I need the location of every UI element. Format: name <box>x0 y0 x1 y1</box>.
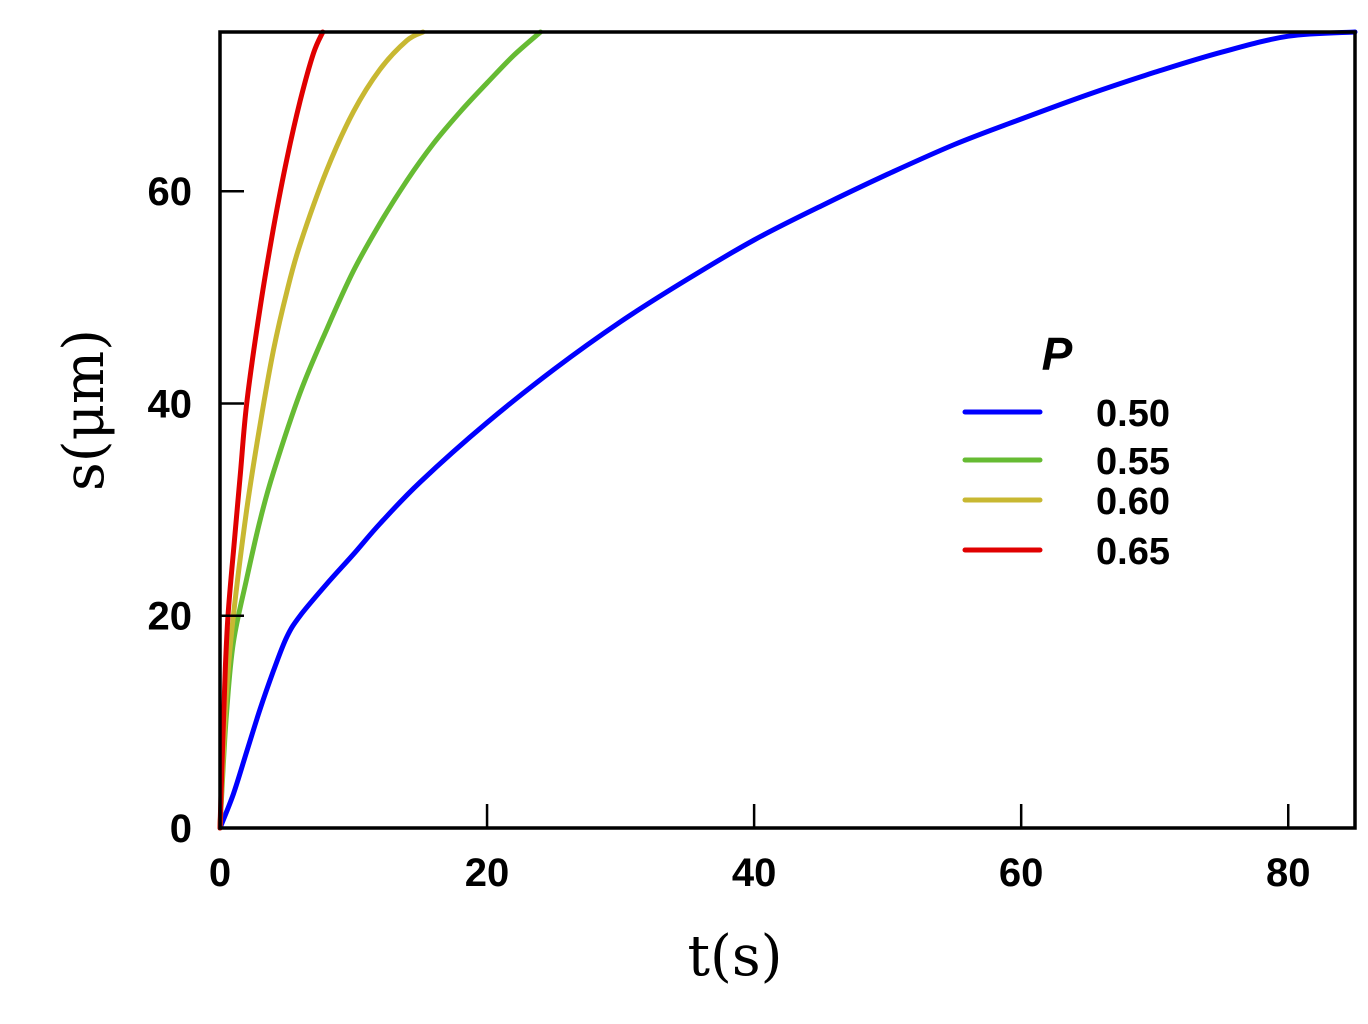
x-tick-label: 0 <box>209 851 231 895</box>
y-tick-label: 0 <box>170 807 192 851</box>
y-axis-label: s(μm) <box>52 329 117 491</box>
y-tick-label: 20 <box>148 595 193 639</box>
x-axis-label: t(s) <box>688 924 783 989</box>
y-tick-label: 40 <box>148 382 193 426</box>
y-tick-label: 60 <box>148 170 193 214</box>
x-tick-label: 80 <box>1266 851 1311 895</box>
x-tick-label: 20 <box>465 851 510 895</box>
x-axis-ticks: 0 20 40 60 80 <box>209 804 1311 895</box>
series-line-0.50 <box>217 29 1358 831</box>
x-tick-label: 40 <box>732 851 777 895</box>
x-tick-label: 60 <box>999 851 1044 895</box>
plot-series <box>217 29 1358 831</box>
legend-label: 0.65 <box>1096 531 1170 573</box>
legend-title: P <box>1042 328 1073 380</box>
series-line-0.65 <box>217 29 326 831</box>
legend: P 0.50 0.550.60 0.65 <box>962 328 1170 573</box>
legend-label: 0.50 <box>1096 393 1170 435</box>
series-line-0.55 <box>217 29 543 831</box>
legend-label: 0.55 <box>1096 441 1170 483</box>
legend-label: 0.60 <box>1096 481 1170 523</box>
series-line-0.60 <box>217 29 426 831</box>
plot-frame <box>218 30 1357 830</box>
y-axis-ticks: 0 20 40 60 <box>148 170 244 851</box>
